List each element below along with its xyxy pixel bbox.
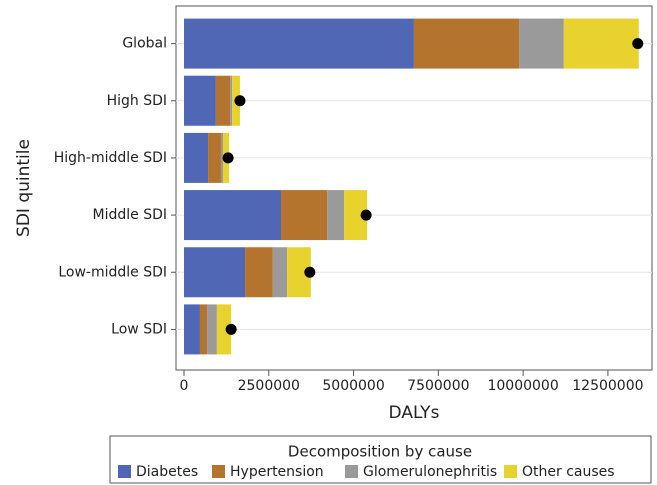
- bar-segment: [220, 132, 224, 183]
- legend-label: Glomerulonephritis: [363, 464, 497, 480]
- plot-frame: [175, 5, 653, 371]
- bar-segment: [184, 247, 246, 298]
- x-tick-label: 5000000: [322, 378, 384, 394]
- x-tick-label: 10000000: [487, 378, 558, 394]
- x-axis-title: DALYs: [389, 403, 440, 423]
- bar-segment: [413, 18, 520, 69]
- bar-segment: [563, 18, 639, 69]
- legend-label: Hypertension: [230, 464, 324, 480]
- bar-segment: [184, 75, 216, 126]
- total-marker: [234, 95, 246, 107]
- bar-segment: [184, 18, 414, 69]
- bar-segment: [272, 247, 288, 298]
- bar-segment: [245, 247, 273, 298]
- x-tick-label: 2500000: [238, 378, 300, 394]
- x-tick-label: 12500000: [572, 378, 643, 394]
- total-marker: [632, 38, 644, 50]
- legend-label: Other causes: [522, 464, 615, 480]
- legend-swatch: [504, 465, 517, 478]
- legend-swatch: [118, 465, 131, 478]
- bar-segment: [216, 304, 232, 355]
- y-tick-label: High-middle SDI: [54, 150, 167, 166]
- bar-segment: [207, 304, 217, 355]
- bar-segment: [344, 190, 368, 241]
- total-marker: [304, 266, 316, 278]
- y-tick-label: Global: [122, 36, 167, 52]
- bar-segment: [230, 75, 233, 126]
- bar-segment: [184, 190, 281, 241]
- y-tick-label: Low-middle SDI: [58, 264, 167, 280]
- total-marker: [222, 152, 234, 164]
- legend-box: [109, 435, 652, 484]
- x-tick-label: 0: [180, 378, 189, 394]
- bar-segment: [287, 247, 311, 298]
- legend-swatch: [212, 465, 225, 478]
- bar-segment: [280, 190, 328, 241]
- legend-label: Diabetes: [136, 464, 198, 480]
- legend-title: Decomposition by cause: [288, 443, 472, 461]
- legend-swatch: [345, 465, 358, 478]
- y-axis-title: SDI quintile: [14, 139, 34, 237]
- y-tick-label: Middle SDI: [93, 207, 168, 223]
- bar-segment: [327, 190, 345, 241]
- bar-segment: [208, 132, 221, 183]
- total-marker: [225, 323, 237, 335]
- y-tick-label: Low SDI: [111, 321, 167, 337]
- bar-segment: [184, 132, 209, 183]
- bar-segment: [199, 304, 208, 355]
- total-marker: [360, 209, 372, 221]
- bar-segment: [184, 304, 200, 355]
- bar-segment: [519, 18, 564, 69]
- x-tick-label: 7500000: [407, 378, 469, 394]
- y-tick-label: High SDI: [107, 93, 167, 109]
- bar-segment: [215, 75, 231, 126]
